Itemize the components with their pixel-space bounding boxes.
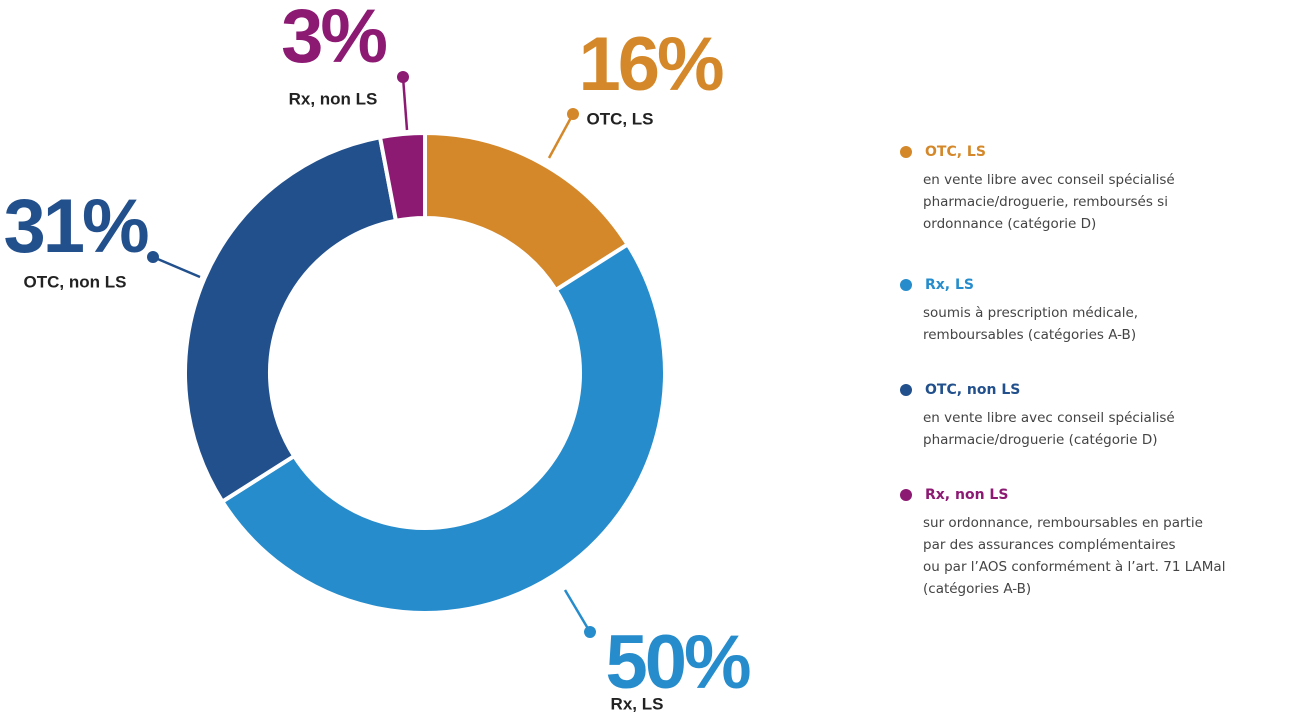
legend-description: en vente libre avec conseil spécialisé (923, 172, 1175, 188)
callout-dot (567, 108, 579, 120)
callout-name: Rx, non LS (289, 89, 378, 108)
value-label: 31% (3, 184, 148, 269)
callout-name: Rx, LS (611, 694, 664, 713)
callout-line (563, 589, 592, 633)
donut-slice (183, 134, 399, 505)
callout-dot (147, 251, 159, 263)
legend-dot (900, 279, 912, 291)
legend-dot (900, 146, 912, 158)
legend-description: ordonnance (catégorie D) (923, 216, 1096, 232)
legend-dot (900, 384, 912, 396)
callout-line (547, 113, 575, 159)
callout-name: OTC, non LS (24, 272, 127, 291)
callout-line (152, 255, 201, 279)
legend-name: OTC, LS (925, 144, 986, 160)
legend-name: Rx, non LS (925, 487, 1008, 503)
value-label: 3% (281, 0, 386, 79)
legend-description: pharmacie/droguerie (catégorie D) (923, 432, 1158, 448)
legend-dot (900, 489, 912, 501)
callout-dot (397, 71, 409, 83)
callout-dot (584, 626, 596, 638)
donut-slice (377, 130, 427, 224)
legend-description: en vente libre avec conseil spécialisé (923, 410, 1175, 426)
donut-slice (219, 241, 667, 615)
value-label: 50% (605, 620, 750, 705)
legend-name: Rx, LS (925, 277, 974, 293)
legend-description: sur ordonnance, remboursables en partie (923, 515, 1203, 531)
callout-name: OTC, LS (586, 109, 653, 128)
legend-name: OTC, non LS (925, 382, 1020, 398)
legend-description: par des assurances complémentaires (923, 537, 1176, 553)
legend-description: soumis à prescription médicale, (923, 305, 1138, 321)
legend-description: remboursables (catégories A-B) (923, 327, 1136, 343)
legend-description: ou par l’AOS conformément à l’art. 71 LA… (923, 559, 1225, 575)
callout-line (401, 76, 409, 131)
value-label: 16% (578, 22, 723, 107)
legend-description: pharmacie/droguerie, remboursés si (923, 194, 1168, 210)
legend-description: (catégories A-B) (923, 581, 1031, 597)
